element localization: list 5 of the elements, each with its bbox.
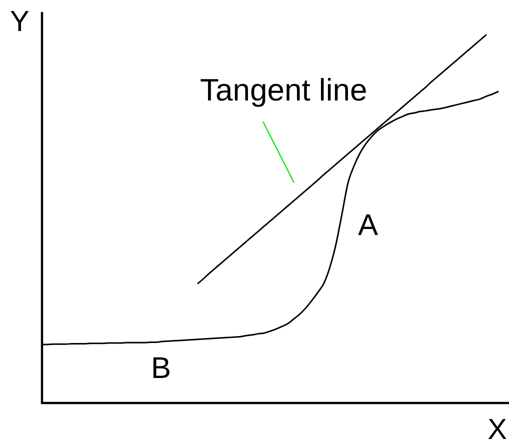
annotation: B	[151, 352, 172, 385]
series-label: Tangent line	[200, 72, 368, 108]
y-axis-title: Y	[10, 6, 30, 38]
annotation: A	[358, 209, 378, 242]
x-axis-title: X	[488, 414, 507, 441]
